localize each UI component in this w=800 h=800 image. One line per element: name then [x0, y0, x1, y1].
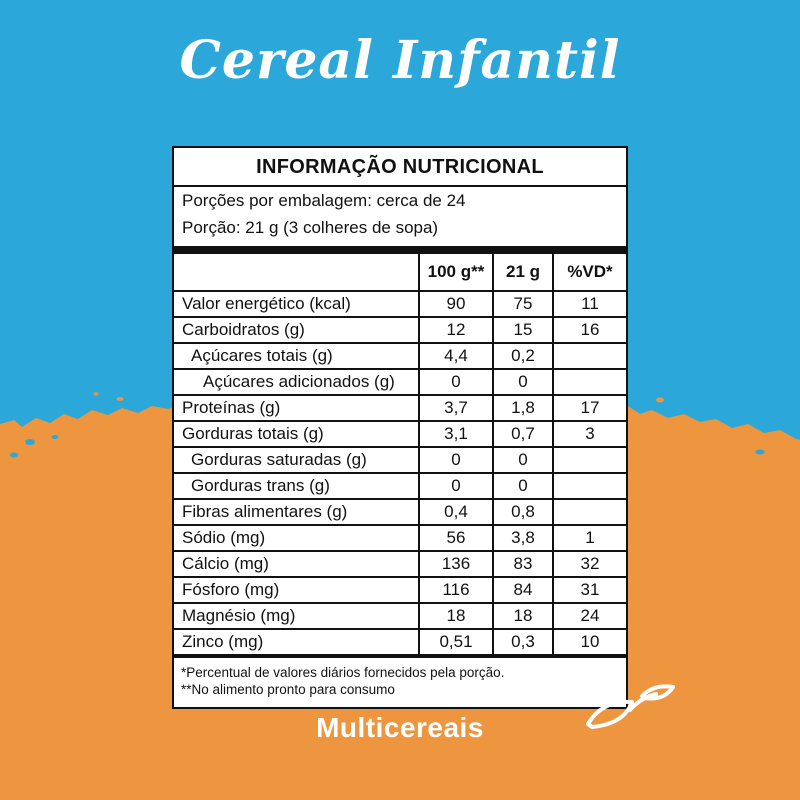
value-21g: 75	[492, 292, 552, 316]
nutrient-name: Cálcio (mg)	[182, 554, 269, 573]
value-vd	[552, 448, 626, 472]
col-header-blank	[174, 254, 418, 290]
nutrient-name: Gorduras totais (g)	[182, 424, 324, 443]
value-vd	[552, 344, 626, 368]
value-100g: 12	[418, 318, 492, 342]
value-vd: 32	[552, 552, 626, 576]
value-vd	[552, 500, 626, 524]
divider	[174, 185, 626, 187]
value-21g: 15	[492, 318, 552, 342]
nutrition-table-body: Valor energético (kcal) 90 75 11 Carboidrato…	[174, 290, 626, 654]
footnote-prepared: **No alimento pronto para consumo	[181, 682, 395, 697]
servings-per-package: Porções por embalagem: cerca de 24	[182, 191, 466, 210]
nutrient-name: Fósforo (mg)	[182, 580, 280, 599]
nutrient-name: Gorduras trans (g)	[191, 476, 330, 495]
serving-size: Porção: 21 g (3 colheres de sopa)	[182, 218, 439, 237]
value-100g: 3,1	[418, 422, 492, 446]
thick-divider-bottom	[174, 654, 626, 658]
value-100g: 4,4	[418, 344, 492, 368]
value-vd	[552, 474, 626, 498]
value-21g: 84	[492, 578, 552, 602]
value-100g: 18	[418, 604, 492, 628]
value-vd: 10	[552, 630, 626, 654]
value-100g: 0	[418, 448, 492, 472]
nutrient-name: Sódio (mg)	[182, 528, 266, 547]
value-vd	[552, 370, 626, 394]
value-21g: 0	[492, 370, 552, 394]
nutrient-name: Gorduras saturadas (g)	[191, 450, 367, 469]
value-100g: 0	[418, 370, 492, 394]
value-100g: 56	[418, 526, 492, 550]
table-row: Proteínas (g) 3,7 1,8 17	[174, 394, 626, 420]
value-vd: 11	[552, 292, 626, 316]
thick-divider	[174, 246, 626, 254]
table-row: Gorduras totais (g) 3,1 0,7 3	[174, 420, 626, 446]
table-row: Sódio (mg) 56 3,8 1	[174, 524, 626, 550]
footnotes: *Percentual de valores diários fornecido…	[174, 658, 626, 707]
value-21g: 3,8	[492, 526, 552, 550]
table-row: Zinco (mg) 0,51 0,3 10	[174, 628, 626, 654]
table-header-row: 100 g** 21 g %VD*	[174, 254, 626, 290]
table-row: Açúcares totais (g) 4,4 0,2	[174, 342, 626, 368]
value-21g: 0,8	[492, 500, 552, 524]
product-title: Cereal Infantil	[179, 30, 621, 91]
table-row: Açúcares adicionados (g) 0 0	[174, 368, 626, 394]
value-vd: 17	[552, 396, 626, 420]
table-row: Carboidratos (g) 12 15 16	[174, 316, 626, 342]
variant-label: Multicereais	[316, 712, 484, 743]
col-header-vd: %VD*	[552, 254, 626, 290]
value-vd: 1	[552, 526, 626, 550]
value-vd: 3	[552, 422, 626, 446]
nutrition-title: INFORMAÇÃO NUTRICIONAL	[256, 156, 544, 178]
value-100g: 0,4	[418, 500, 492, 524]
value-21g: 0	[492, 474, 552, 498]
value-21g: 1,8	[492, 396, 552, 420]
value-100g: 136	[418, 552, 492, 576]
value-vd: 24	[552, 604, 626, 628]
table-row: Fósforo (mg) 116 84 31	[174, 576, 626, 602]
value-vd: 31	[552, 578, 626, 602]
table-row: Valor energético (kcal) 90 75 11	[174, 290, 626, 316]
nutrient-name: Fibras alimentares (g)	[182, 502, 348, 521]
table-row: Magnésio (mg) 18 18 24	[174, 602, 626, 628]
table-row: Cálcio (mg) 136 83 32	[174, 550, 626, 576]
table-row: Gorduras trans (g) 0 0	[174, 472, 626, 498]
value-21g: 0,2	[492, 344, 552, 368]
nutrient-name: Açúcares adicionados (g)	[203, 372, 395, 391]
value-100g: 3,7	[418, 396, 492, 420]
value-vd: 16	[552, 318, 626, 342]
leaf-icon	[580, 678, 680, 745]
table-row: Gorduras saturadas (g) 0 0	[174, 446, 626, 472]
value-21g: 0,3	[492, 630, 552, 654]
value-100g: 90	[418, 292, 492, 316]
value-100g: 116	[418, 578, 492, 602]
nutrient-name: Proteínas (g)	[182, 398, 281, 417]
nutrient-name: Valor energético (kcal)	[182, 294, 351, 313]
table-row: Fibras alimentares (g) 0,4 0,8	[174, 498, 626, 524]
value-100g: 0	[418, 474, 492, 498]
value-21g: 83	[492, 552, 552, 576]
footnote-daily-values: *Percentual de valores diários fornecido…	[181, 665, 505, 680]
value-21g: 0,7	[492, 422, 552, 446]
value-100g: 0,51	[418, 630, 492, 654]
nutrient-name: Carboidratos (g)	[182, 320, 305, 339]
value-21g: 0	[492, 448, 552, 472]
value-21g: 18	[492, 604, 552, 628]
col-header-100g: 100 g**	[418, 254, 492, 290]
nutrient-name: Magnésio (mg)	[182, 606, 296, 625]
col-header-21g: 21 g	[492, 254, 552, 290]
nutrient-name: Açúcares totais (g)	[191, 346, 333, 365]
nutrition-panel: INFORMAÇÃO NUTRICIONAL Porções por embal…	[172, 146, 628, 709]
nutrient-name: Zinco (mg)	[182, 632, 264, 651]
